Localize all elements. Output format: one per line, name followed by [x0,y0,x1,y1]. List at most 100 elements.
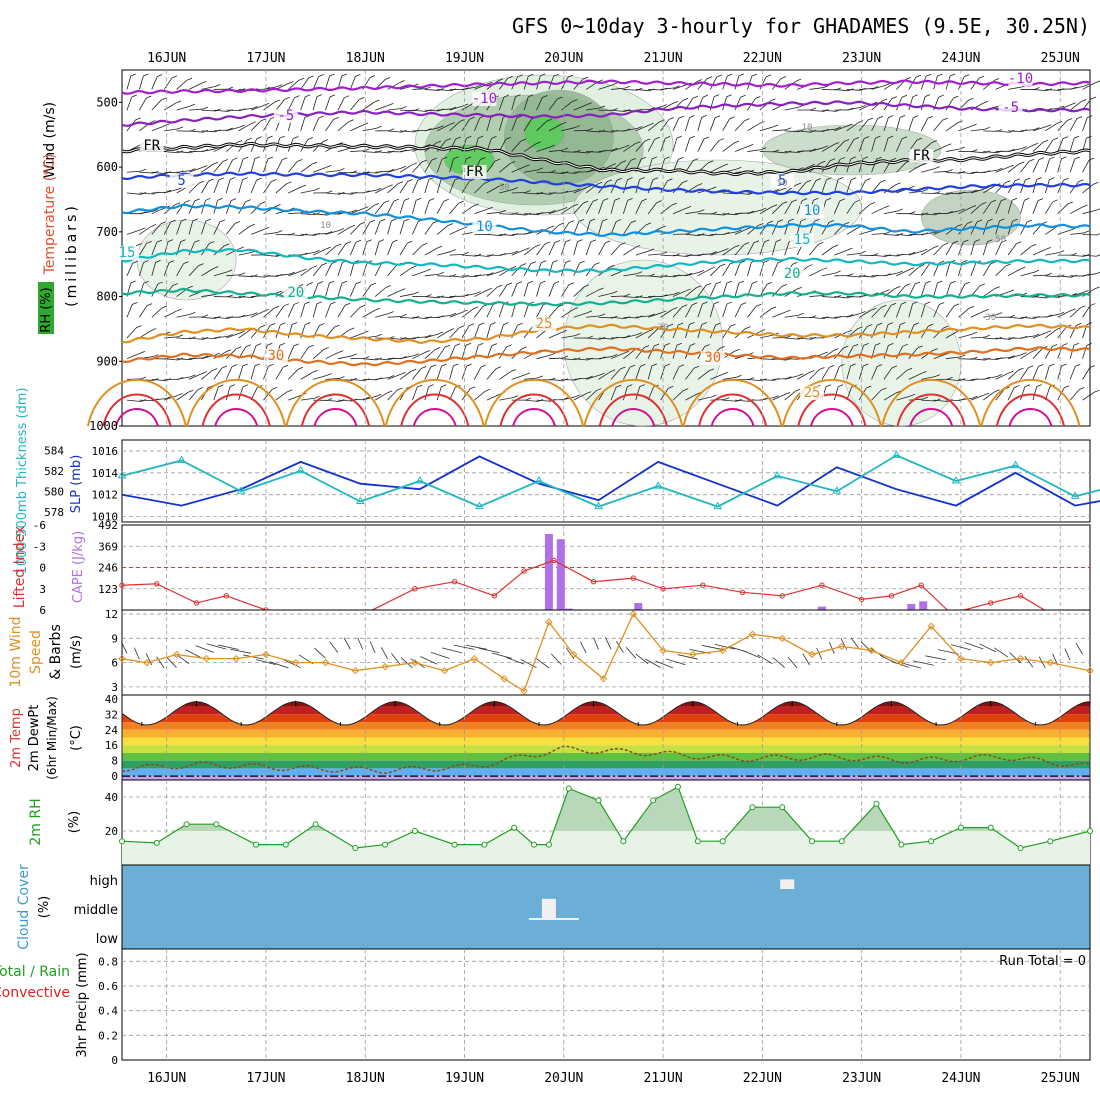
wind-barb-flag [862,156,869,160]
wind10m-barb [441,647,463,654]
contour-label-bg [790,233,815,247]
wind-barb [672,366,680,380]
wind-barb-flag [704,344,710,347]
wind-barb-flag [1071,252,1077,256]
wind-barb [871,85,886,90]
wind-barb-flag [1089,157,1095,161]
wind-barb [635,296,650,299]
wind-barb [524,192,539,195]
wind-barb [573,104,587,111]
wind-barb [933,244,944,256]
wind-barb [176,337,191,340]
wind-barb [871,181,881,194]
thickness-y-tick: 584 [44,444,64,457]
wind-barb [436,225,449,235]
wind-barb-flag [485,388,491,392]
wind-barb-flag [726,94,732,98]
wind-barb-flag [180,218,187,222]
wind-barb [313,375,327,380]
wind-barb [362,127,377,132]
wind-barb-flag [689,322,695,325]
wind-barb-flag [187,285,193,289]
wind-barb-flag [1070,308,1076,312]
wind-barb-flag [503,94,510,98]
contour-label-bg [169,174,194,188]
wind-barb-flag [1086,135,1092,139]
wind-barb [586,337,601,340]
wind-barb [983,314,998,318]
wind10m-barb [195,645,214,653]
wind-barb [573,358,588,361]
cloud-bar [541,898,556,918]
wind-barb-flag [1086,322,1092,326]
wind-barb [896,269,910,277]
wind-barb [1069,118,1078,132]
wind-barb-flag [931,140,938,143]
wind-barb [772,378,787,380]
wind-barb [1020,160,1030,173]
contour-label-bg [273,109,298,123]
wind-barb-flag [786,376,792,380]
wind-barb [461,205,474,215]
wind-barb-flag [136,242,143,246]
wind-barb-flag [341,280,348,284]
contour-label: FR [913,148,930,164]
wind-barb-flag [682,304,688,308]
wind-barb-flag [234,221,241,224]
wind-barb [176,221,182,235]
wind-barb [138,75,144,90]
wind-barb-flag [701,114,707,118]
wind-barb [598,371,611,380]
wind-barb [474,254,489,257]
wind-barb-flag [620,160,627,163]
rh-contour-label: 50 [995,235,1006,245]
wind-barb [697,138,705,152]
wind-barb-flag [630,158,636,161]
wind-barb [312,283,319,297]
wind-barb [548,306,559,318]
wind-barb [151,262,156,276]
wind-barb-flag [254,363,261,367]
wind-barb [908,283,916,297]
wind-barb-flag [953,95,959,99]
wind-barb-flag [252,312,258,315]
wind-barb-flag [957,223,963,227]
thickness-y-tick: 578 [44,506,64,519]
wind-barb-flag [747,144,754,147]
wind-barb-flag [393,198,399,202]
wind-barb-flag [839,198,846,202]
wind-barb-flag [651,363,658,367]
date-top-label: 25JUN [1041,51,1080,66]
wind-barb-flag [550,170,556,173]
wind-barb [747,149,762,152]
temp-y-tick: 8 [111,755,118,768]
wind-barb [188,337,203,340]
wind-barb-flag [727,73,733,77]
wind-barb-flag [326,231,333,234]
wind-barb [201,163,214,173]
wind-barb [486,160,496,173]
wind10m-barb [185,649,202,659]
wind-barb [846,179,852,194]
wind-barb [325,119,334,132]
wind-barb [722,263,731,277]
wind-barb-flag [1074,156,1080,160]
wind-barb [623,222,632,235]
wind-barb [784,314,799,318]
wind-barb [1082,117,1088,131]
wind-barb [970,204,982,214]
wind-barb-flag [1080,305,1086,309]
wind-barb-flag [369,75,376,78]
wind-barb [375,358,390,361]
wind-barb [474,366,482,380]
wind-barb [796,181,807,194]
diurnal-contour [412,408,457,427]
wind-barb-flag [652,177,659,181]
wind-barb-flag [821,267,828,271]
wind-barb-flag [528,73,534,77]
rh-series [121,785,1091,849]
wind-barb-flag [891,157,897,161]
wind-barb-flag [887,322,894,325]
wind-barb [399,316,414,319]
wind-barb [821,367,830,380]
